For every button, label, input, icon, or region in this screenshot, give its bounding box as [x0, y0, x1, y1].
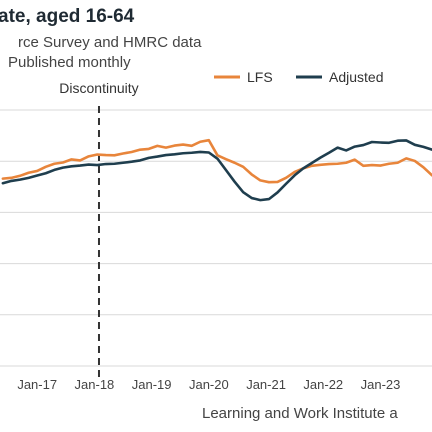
- x-axis-tick-labels: Jan-17 Jan-18 Jan-19 Jan-20 Jan-21 Jan-22 Jan-…: [17, 377, 400, 392]
- legend-label-adjusted: Adjusted: [329, 69, 383, 85]
- series-line-adjusted: [1, 139, 432, 202]
- legend-label-lfs: LFS: [247, 69, 273, 85]
- series-lines: [1, 138, 432, 202]
- x-tick-label: Jan-18: [75, 377, 115, 392]
- discontinuity-label: Discontinuity: [59, 80, 138, 96]
- gridlines: [0, 109, 432, 367]
- x-tick-label: Jan-23: [361, 377, 401, 392]
- source-note: Learning and Work Institute a: [202, 405, 398, 422]
- discontinuity-annotation: Discontinuity: [59, 80, 139, 378]
- chart-subtitle-line-1: rce Survey and HMRC data: [18, 34, 202, 51]
- series-line-lfs: [1, 138, 432, 184]
- x-tick-label: Jan-19: [132, 377, 172, 392]
- chart-title: ate, aged 16-64: [0, 6, 135, 27]
- x-tick-label: Jan-20: [189, 377, 229, 392]
- legend: LFS Adjusted: [214, 69, 383, 85]
- chart-subtitle-line-2: Published monthly: [8, 54, 131, 71]
- x-tick-label: Jan-17: [17, 377, 57, 392]
- x-tick-label: Jan-22: [303, 377, 343, 392]
- x-tick-label: Jan-21: [246, 377, 286, 392]
